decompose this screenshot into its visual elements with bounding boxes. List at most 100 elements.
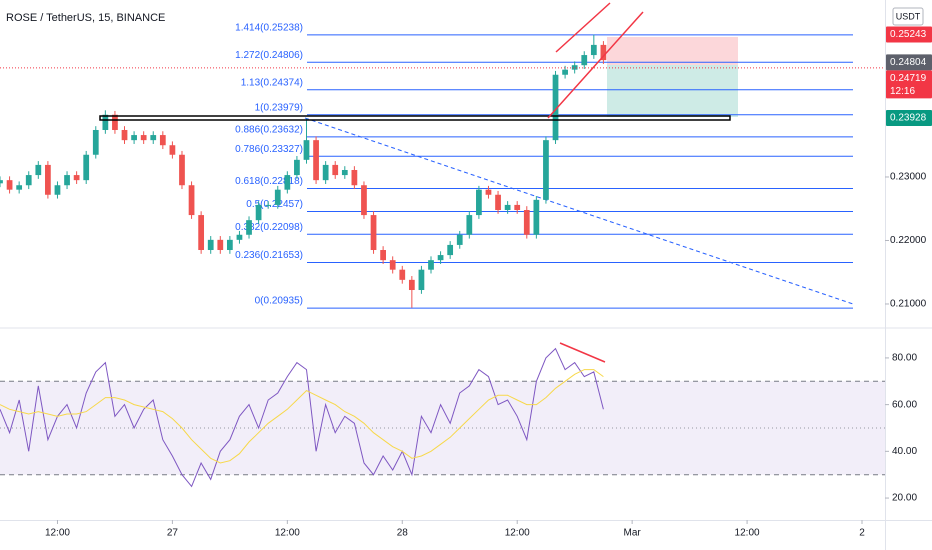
x-tick-label: 28 (397, 528, 409, 539)
candle-body (303, 140, 310, 160)
chart-title: ROSE / TetherUS, 15, BINANCE (6, 12, 165, 24)
y-tick-label: 20.00 (892, 493, 917, 504)
fib-label: 0.618(0.22818) (235, 176, 303, 187)
candle-body (246, 220, 252, 235)
candle-body (198, 215, 205, 251)
candle-body (6, 180, 13, 190)
x-tick-label: 2 (859, 528, 865, 539)
rsi-band (0, 381, 885, 475)
target-zone (607, 65, 738, 117)
candle-body (514, 204, 521, 210)
candle-body (83, 154, 90, 181)
candle-body (361, 185, 367, 216)
candle-body (466, 215, 473, 235)
channel-line (555, 2, 611, 53)
drawings-under (304, 37, 854, 305)
candle-body (552, 74, 559, 141)
y-tick-label: 80.00 (892, 353, 917, 364)
candle-body (150, 135, 157, 141)
candle-body (159, 135, 166, 146)
fib-label: 0.382(0.22098) (235, 222, 303, 233)
candle-body (533, 199, 540, 235)
candle-body (217, 239, 224, 251)
y-tick-label: 60.00 (892, 399, 917, 410)
candle-body (523, 209, 530, 235)
candle-body (54, 185, 61, 195)
price-tag-label: 0.23928 (890, 113, 927, 124)
fib-label: 0(0.20935) (255, 296, 303, 307)
fib-label: 1.272(0.24806) (235, 50, 303, 61)
rsi-line (0, 347, 604, 488)
candle-body (543, 140, 549, 200)
candle-body (294, 159, 300, 176)
candle-body (188, 185, 195, 216)
y-tick-label: 0.22000 (890, 235, 927, 246)
candle-body (179, 154, 185, 186)
zone-box (99, 115, 731, 121)
fib-label: 0.5(0.22457) (246, 199, 303, 210)
candle-body (581, 55, 588, 66)
candle-body (399, 269, 406, 280)
candle-body (25, 175, 32, 186)
candle-body (274, 189, 281, 205)
candle-body (370, 215, 377, 251)
candle-body (571, 65, 578, 70)
stop-zone (607, 37, 738, 65)
candle-body (102, 114, 109, 130)
price-tag (886, 54, 932, 71)
candle-body (351, 169, 358, 186)
candle-body (389, 260, 396, 270)
candle-body (341, 169, 348, 176)
candle-body (562, 69, 568, 75)
unit-box[interactable] (892, 7, 924, 26)
candle-body (45, 164, 51, 195)
rsi-line (0, 369, 604, 464)
candle-body (92, 129, 99, 155)
candle-body (16, 185, 23, 190)
x-tick-label: 12:00 (275, 528, 300, 539)
price-tag (886, 110, 932, 127)
candle-body (112, 114, 118, 130)
candle-body (408, 279, 415, 291)
candle-body (332, 164, 339, 176)
unit-label: USDT (896, 11, 921, 21)
divergence-line (559, 342, 606, 363)
fib-label: 1(0.23979) (255, 102, 303, 113)
y-tick-label: 0.21000 (890, 299, 927, 310)
fib-label: 1.13(0.24374) (241, 77, 303, 88)
candle-body (255, 204, 262, 221)
x-tick-label: 12:00 (505, 528, 530, 539)
candle-body (131, 135, 137, 141)
price-tag-label: 0.24804 (890, 57, 927, 68)
candle-body (418, 269, 425, 291)
candle-body (447, 244, 454, 256)
marks: 1.414(0.25238) 1.272(0.24806) 1.13(0.24374… (0, 23, 885, 488)
price-tag (886, 26, 932, 43)
candle-body (313, 140, 319, 181)
candle-body (73, 175, 80, 181)
fib-label: 0.886(0.23632) (235, 124, 303, 135)
x-tick-label: 27 (167, 528, 179, 539)
candle-body (35, 164, 42, 176)
candle-body (140, 135, 147, 141)
price-tag-label: 0.25243 (890, 29, 927, 40)
x-tick-label: Mar (624, 528, 642, 539)
fib-label: 0.786(0.23327) (235, 144, 303, 155)
candle-body (476, 189, 482, 216)
fib-label: 0.236(0.21653) (235, 250, 303, 261)
candle-body (121, 129, 128, 141)
channel-line (547, 11, 644, 119)
price-tag (886, 70, 932, 99)
y-tick-label: 0.23000 (890, 172, 927, 183)
price-tag-label: 0.24719 (890, 73, 927, 84)
candle-body (226, 239, 233, 251)
candle-body (64, 175, 70, 186)
x-tick-label: 12:00 (45, 528, 70, 539)
candle-body (600, 44, 607, 61)
candle-body (504, 204, 511, 210)
candle-body (380, 250, 386, 261)
